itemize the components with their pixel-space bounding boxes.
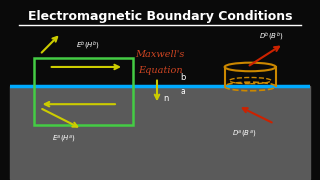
Text: Maxwell's: Maxwell's — [135, 50, 185, 59]
Text: b: b — [180, 73, 185, 82]
Text: $E^b(H^b)$: $E^b(H^b)$ — [76, 40, 100, 52]
Text: n: n — [163, 94, 168, 103]
Text: a: a — [180, 87, 185, 96]
Bar — [34, 58, 133, 125]
Text: $E^a(H^a)$: $E^a(H^a)$ — [52, 134, 76, 145]
Bar — [10, 1, 310, 86]
Text: Equation: Equation — [138, 66, 182, 75]
Text: $D^a(B^a)$: $D^a(B^a)$ — [232, 129, 256, 140]
Bar — [10, 86, 310, 179]
Text: Electromagnetic Boundary Conditions: Electromagnetic Boundary Conditions — [28, 10, 292, 23]
Text: $D^b(B^b)$: $D^b(B^b)$ — [259, 31, 284, 43]
